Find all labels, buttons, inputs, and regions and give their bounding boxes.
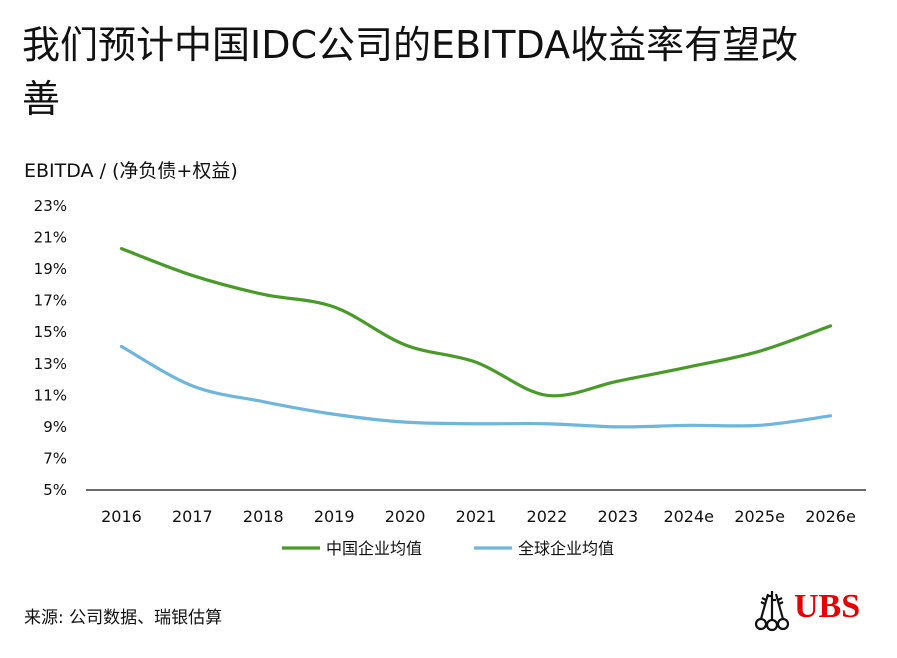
y-tick-label: 13% (34, 355, 67, 373)
x-tick-label: 2026e (805, 507, 856, 526)
legend-label-china: 中国企业均值 (326, 539, 422, 558)
x-ticks: 2016 2017 2018 2019 2020 2021 2022 2023 2024e 202… (101, 507, 856, 526)
y-tick-label: 9% (43, 418, 67, 436)
x-tick-label: 2017 (172, 507, 213, 526)
y-tick-label: 5% (43, 481, 67, 499)
y-tick-label: 7% (43, 449, 67, 467)
y-tick-label: 19% (34, 260, 67, 278)
x-tick-label: 2021 (456, 507, 497, 526)
ubs-wordmark: UBS (794, 588, 861, 625)
y-tick-label: 17% (34, 292, 67, 310)
y-axis-label: EBITDA / (净负债+权益) (24, 160, 238, 182)
series-line-china (119, 247, 833, 398)
x-tick-label: 2019 (314, 507, 355, 526)
ubs-logo: UBS (752, 586, 877, 632)
y-tick-label: 11% (34, 386, 67, 404)
line-chart: 5% 7% 9% 11% 13% 15% 17% 19% 21% 23% 2016 2017 2018… (34, 197, 866, 558)
x-tick-label: 2025e (734, 507, 785, 526)
y-tick-label: 23% (34, 197, 67, 215)
x-tick-label: 2022 (527, 507, 568, 526)
y-ticks: 5% 7% 9% 11% 13% 15% 17% 19% 21% 23% (34, 197, 67, 499)
y-tick-label: 21% (34, 229, 67, 247)
series-lines (119, 247, 833, 429)
x-tick-label: 2016 (101, 507, 142, 526)
x-tick-label: 2020 (385, 507, 426, 526)
chart-title: 我们预计中国IDC公司的EBITDA收益率有望改善 (22, 23, 799, 121)
series-line-global (119, 344, 833, 429)
keys-icon (754, 591, 790, 632)
source-note: 来源: 公司数据、瑞银估算 (24, 608, 223, 628)
y-tick-label: 15% (34, 323, 67, 341)
x-tick-label: 2018 (243, 507, 284, 526)
legend: 中国企业均值 全球企业均值 (282, 539, 614, 558)
legend-label-global: 全球企业均值 (518, 539, 614, 558)
x-tick-label: 2024e (663, 507, 714, 526)
x-tick-label: 2023 (597, 507, 638, 526)
